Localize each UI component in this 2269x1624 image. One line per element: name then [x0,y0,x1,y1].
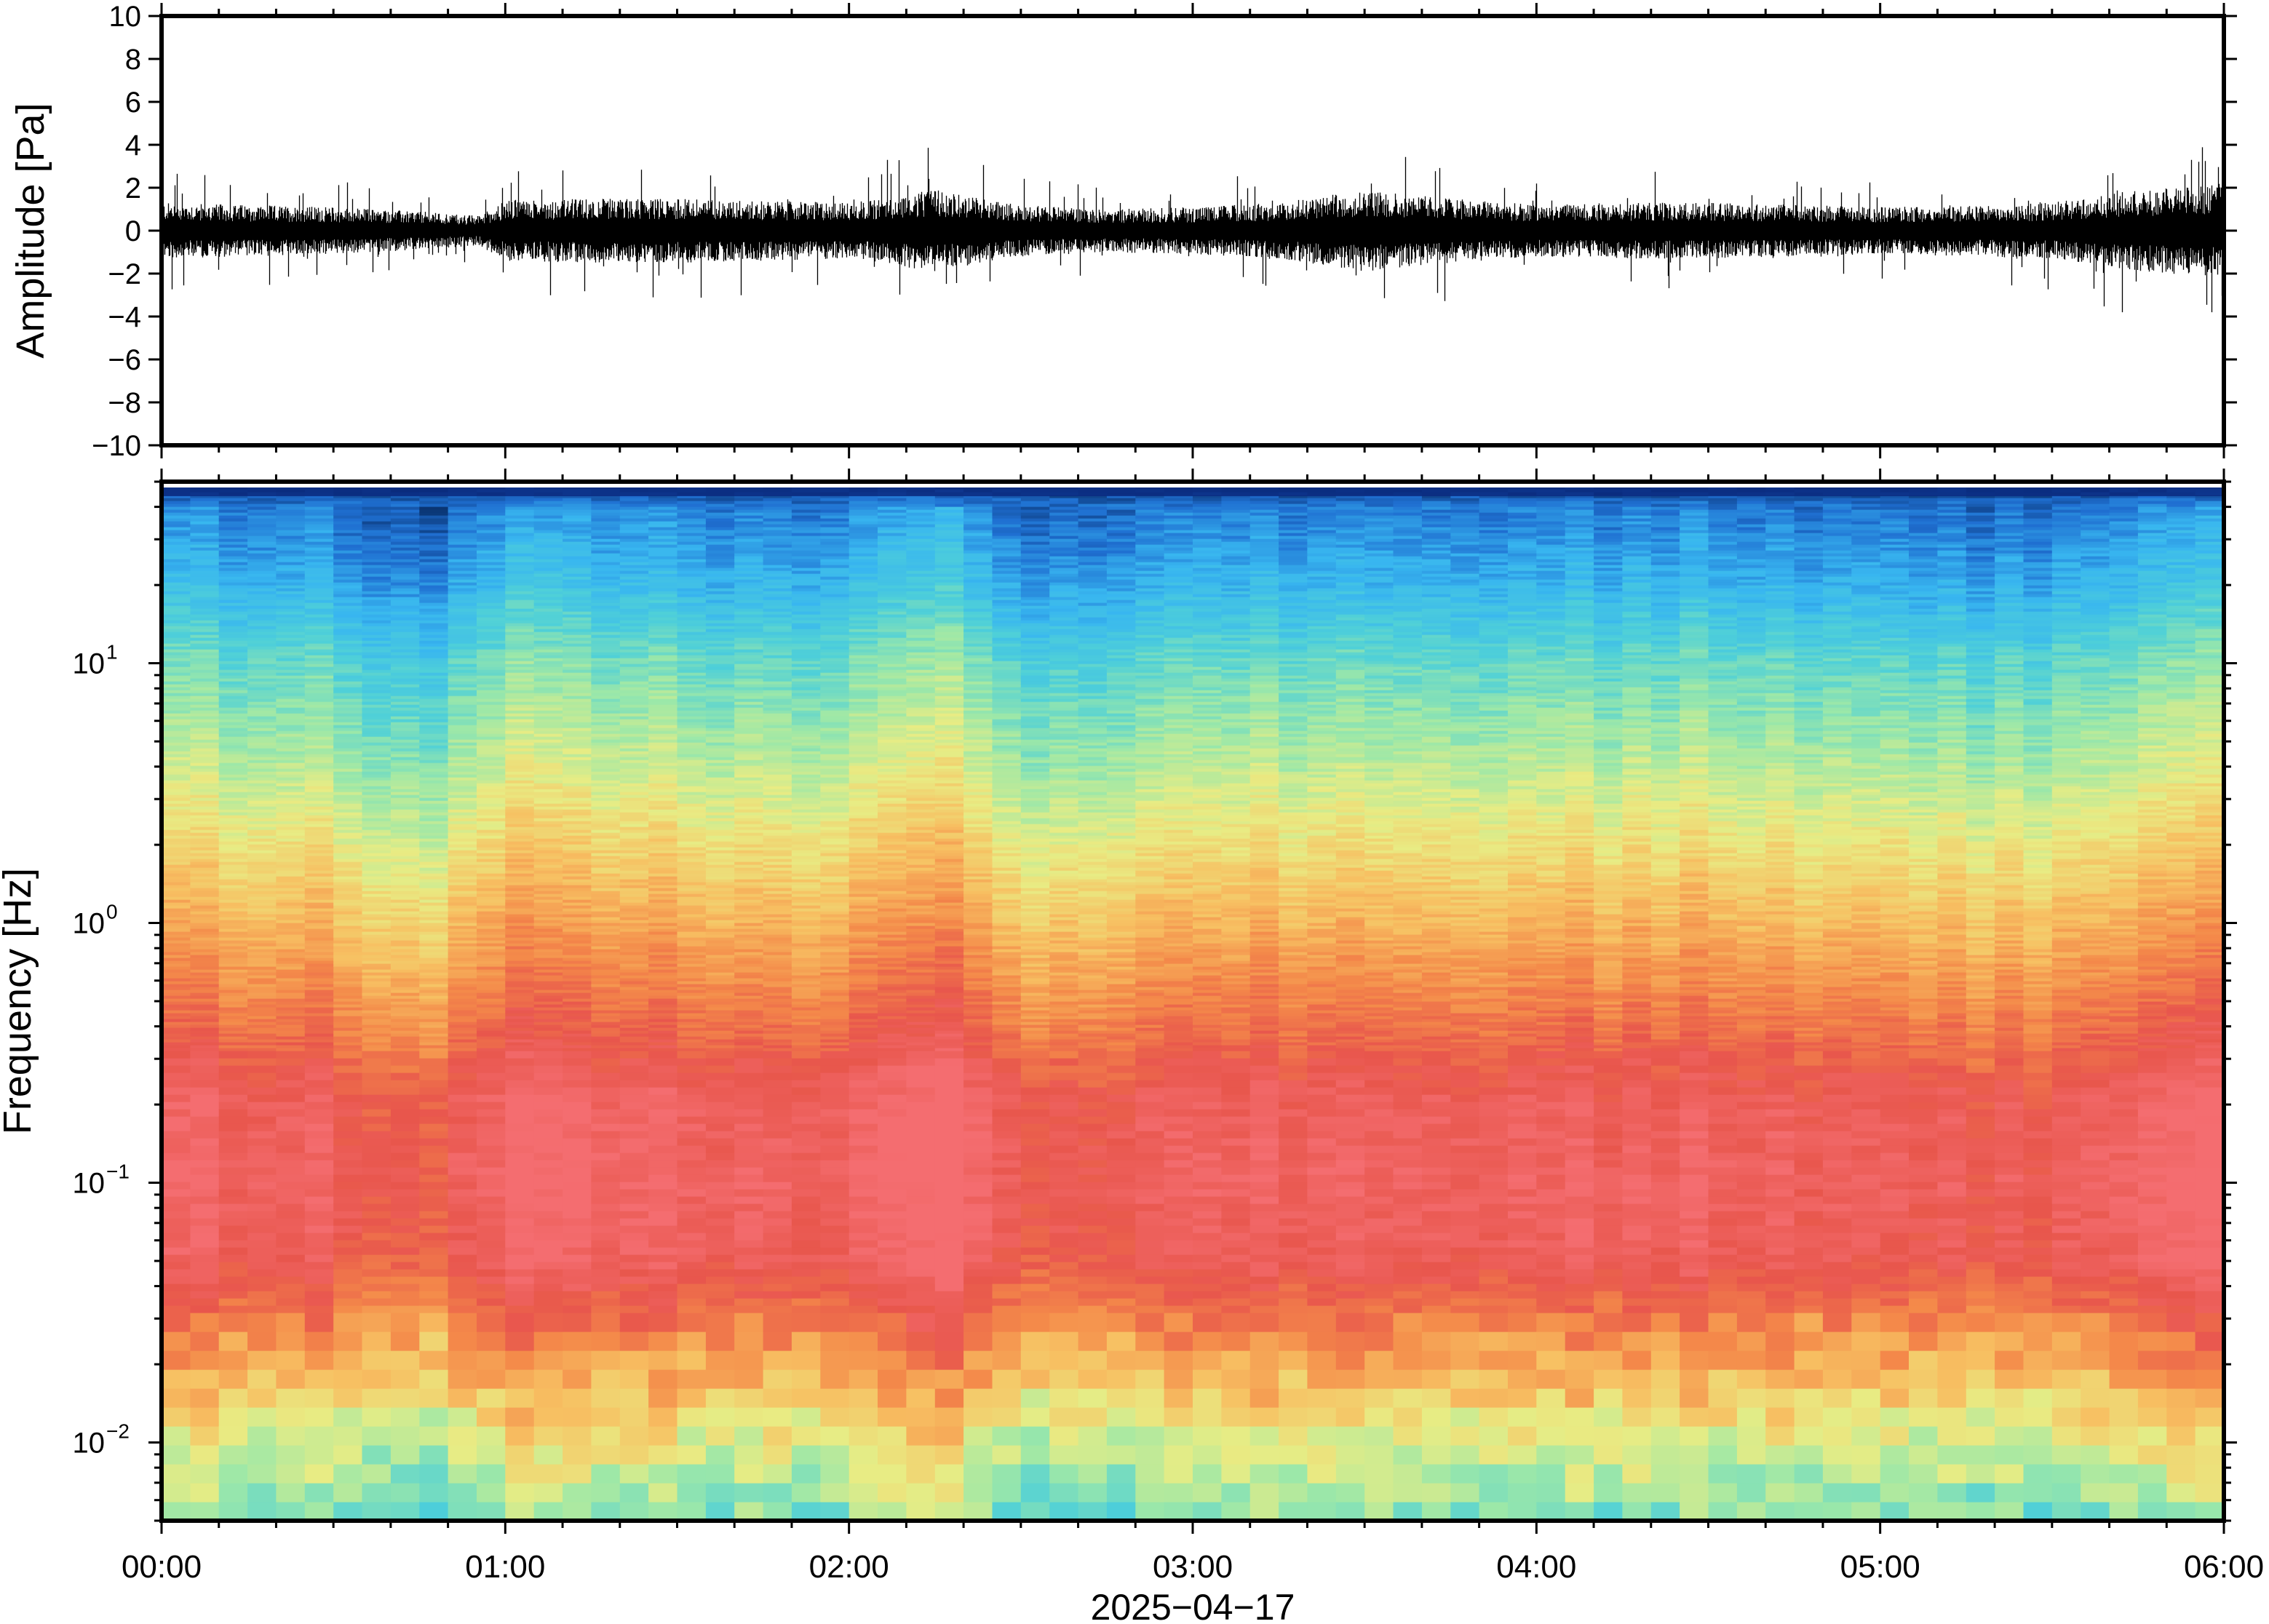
waveform-y-tick-label: −2 [108,258,141,290]
spectrogram-x-tick-label: 01:00 [465,1549,545,1585]
waveform-y-axis-title: Amplitude [Pa] [9,103,52,358]
spectrogram-y-tick-label: 10 [73,1168,106,1200]
waveform-panel: −10 −8 −6 −4 −2 0 2 4 6 8 10 Amplitude [Pa] [9,1,2237,462]
spectrogram-heatmap [162,482,2225,1521]
spectrogram-top-gap [162,482,2224,487]
waveform-trace [161,147,2225,313]
spectrogram-y-tick-label: 10 [73,1428,106,1460]
waveform-x-ticks [160,3,2225,458]
spectrogram-nyquist-band [162,487,2224,496]
spectrogram-y-axis-title: Frequency [Hz] [0,868,39,1134]
spectrogram-y-tick-label: 10 [73,908,106,940]
waveform-y-tick-label: −8 [108,387,141,419]
waveform-y-tick-label: 2 [125,172,141,204]
spectrogram-x-ticks: 00:00 01:00 02:00 03:00 04:00 05:00 06:00 [122,469,2264,1585]
spectrogram-x-tick-label: 06:00 [2184,1549,2264,1585]
x-axis-date-label: 2025−04−17 [1091,1587,1295,1624]
spectrogram-y-tick-label: 10 [73,648,106,680]
waveform-y-tick-label: −10 [92,430,141,462]
waveform-y-ticks: −10 −8 −6 −4 −2 0 2 4 6 8 10 [92,1,2237,462]
spectrogram-x-tick-label: 02:00 [809,1549,889,1585]
waveform-y-tick-label: 4 [125,130,141,162]
spectrogram-y-tick-exponent: 1 [106,641,118,664]
waveform-y-tick-label: 8 [125,44,141,76]
spectrogram-y-tick-exponent: 0 [106,901,118,923]
waveform-y-tick-label: 6 [125,87,141,119]
spectrogram-y-tick-exponent: −1 [106,1161,130,1183]
spectrogram-x-tick-label: 04:00 [1496,1549,1576,1585]
spectrogram-x-tick-label: 00:00 [122,1549,202,1585]
waveform-y-tick-label: 10 [109,1,142,33]
spectrogram-y-tick-exponent: −2 [106,1420,130,1443]
waveform-y-tick-label: −6 [108,344,141,376]
spectrogram-x-tick-label: 05:00 [1840,1549,1920,1585]
waveform-y-tick-label: −4 [108,301,141,333]
spectrogram-x-tick-label: 03:00 [1153,1549,1233,1585]
waveform-y-tick-label: 0 [125,215,141,247]
waveform-series-line [161,147,2225,313]
